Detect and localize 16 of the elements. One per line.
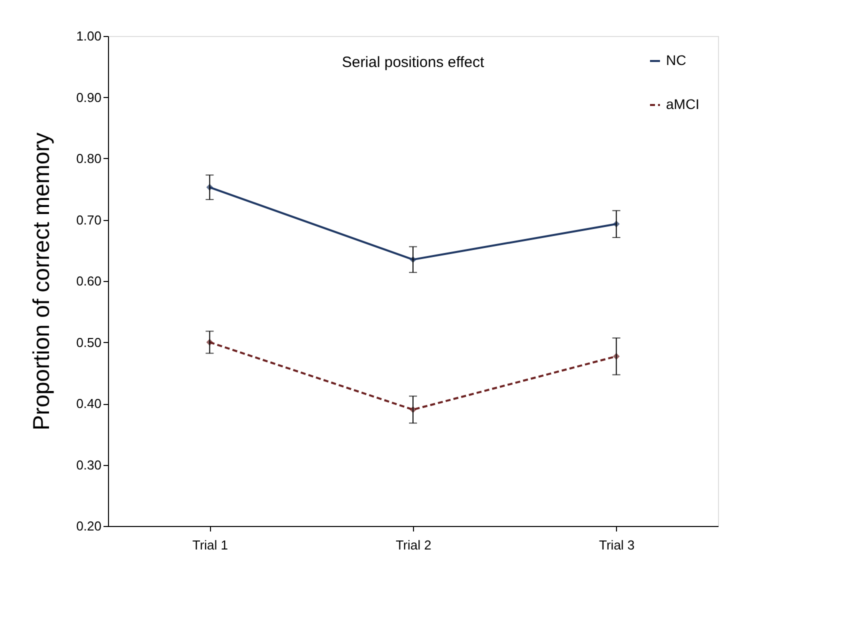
y-axis-title: Proportion of correct memory: [28, 132, 54, 430]
y-tick-label: 0.40: [76, 396, 102, 411]
y-tick-label: 0.90: [76, 90, 102, 105]
x-tick-label: Trial 1: [192, 538, 228, 552]
legend-label: aMCI: [666, 96, 700, 112]
legend-label: NC: [666, 52, 686, 68]
y-tick-label: 0.70: [76, 212, 102, 228]
y-tick-label: 0.20: [76, 518, 102, 534]
y-tick-label: 0.80: [76, 151, 102, 166]
y-tick-label: 0.50: [76, 334, 102, 350]
x-tick-label: Trial 2: [396, 538, 432, 552]
y-tick-label: 1.00: [76, 28, 102, 44]
y-tick-label: 0.30: [76, 457, 102, 472]
text: Serial positions effect: [342, 54, 485, 71]
x-tick-label: Trial 3: [599, 538, 635, 552]
y-tick-label: 0.60: [76, 274, 102, 288]
